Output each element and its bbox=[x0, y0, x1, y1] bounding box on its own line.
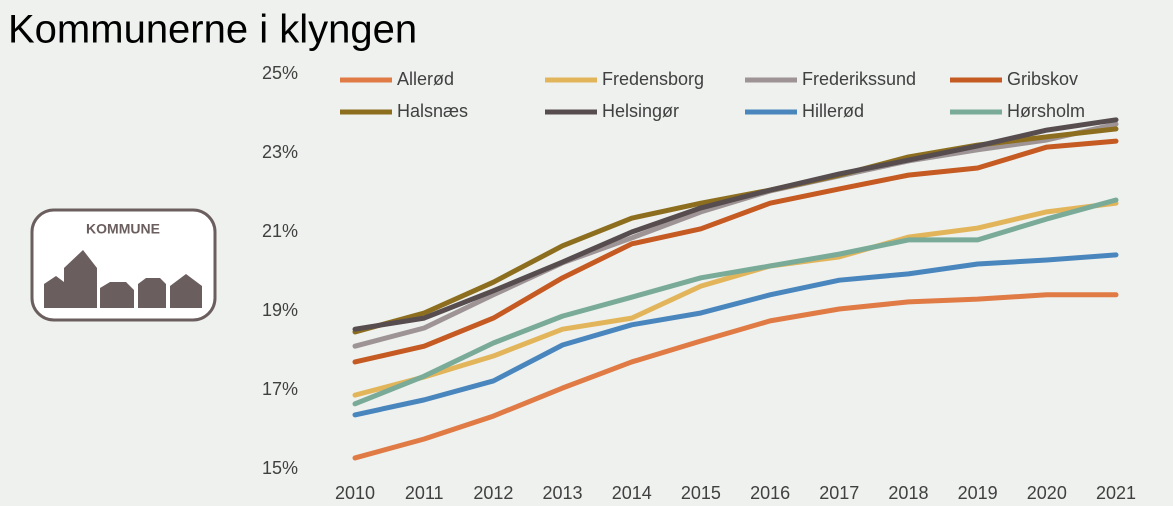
x-tick-label: 2014 bbox=[612, 483, 652, 503]
x-tick-label: 2012 bbox=[473, 483, 513, 503]
legend-label: Fredensborg bbox=[602, 69, 704, 89]
series-line bbox=[352, 117, 1119, 332]
x-tick-label: 2011 bbox=[405, 483, 444, 503]
legend-label: Hillerød bbox=[802, 101, 864, 121]
y-tick-label: 17% bbox=[262, 379, 298, 399]
x-tick-label: 2021 bbox=[1096, 483, 1136, 503]
legend-label: Frederikssund bbox=[802, 69, 916, 89]
series-line bbox=[352, 200, 1119, 398]
x-tick-label: 2016 bbox=[750, 483, 790, 503]
y-tick-label: 23% bbox=[262, 142, 298, 162]
logo-houses bbox=[44, 250, 202, 308]
series-line bbox=[352, 197, 1119, 407]
legend-label: Gribskov bbox=[1007, 69, 1078, 89]
x-tick-label: 2020 bbox=[1027, 483, 1067, 503]
legend-label: Hørsholm bbox=[1007, 101, 1085, 121]
y-tick-label: 15% bbox=[262, 458, 298, 478]
x-tick-label: 2019 bbox=[958, 483, 998, 503]
x-tick-label: 2013 bbox=[543, 483, 583, 503]
legend-label: Allerød bbox=[397, 69, 454, 89]
x-tick-label: 2017 bbox=[819, 483, 859, 503]
series-line bbox=[352, 252, 1119, 418]
x-tick-label: 2010 bbox=[335, 483, 375, 503]
legend-label: Halsnæs bbox=[397, 101, 468, 121]
legend-label: Helsingør bbox=[602, 101, 679, 121]
series-line bbox=[352, 292, 1119, 461]
y-tick-label: 21% bbox=[262, 221, 298, 241]
y-tick-label: 19% bbox=[262, 300, 298, 320]
chart-title: Kommunerne i klyngen bbox=[8, 8, 417, 52]
x-tick-label: 2015 bbox=[681, 483, 721, 503]
logo: KOMMUNE bbox=[30, 208, 217, 322]
series-line bbox=[352, 138, 1119, 365]
y-tick-label: 25% bbox=[262, 63, 298, 83]
logo-text: KOMMUNE bbox=[86, 221, 160, 237]
x-tick-label: 2018 bbox=[888, 483, 928, 503]
